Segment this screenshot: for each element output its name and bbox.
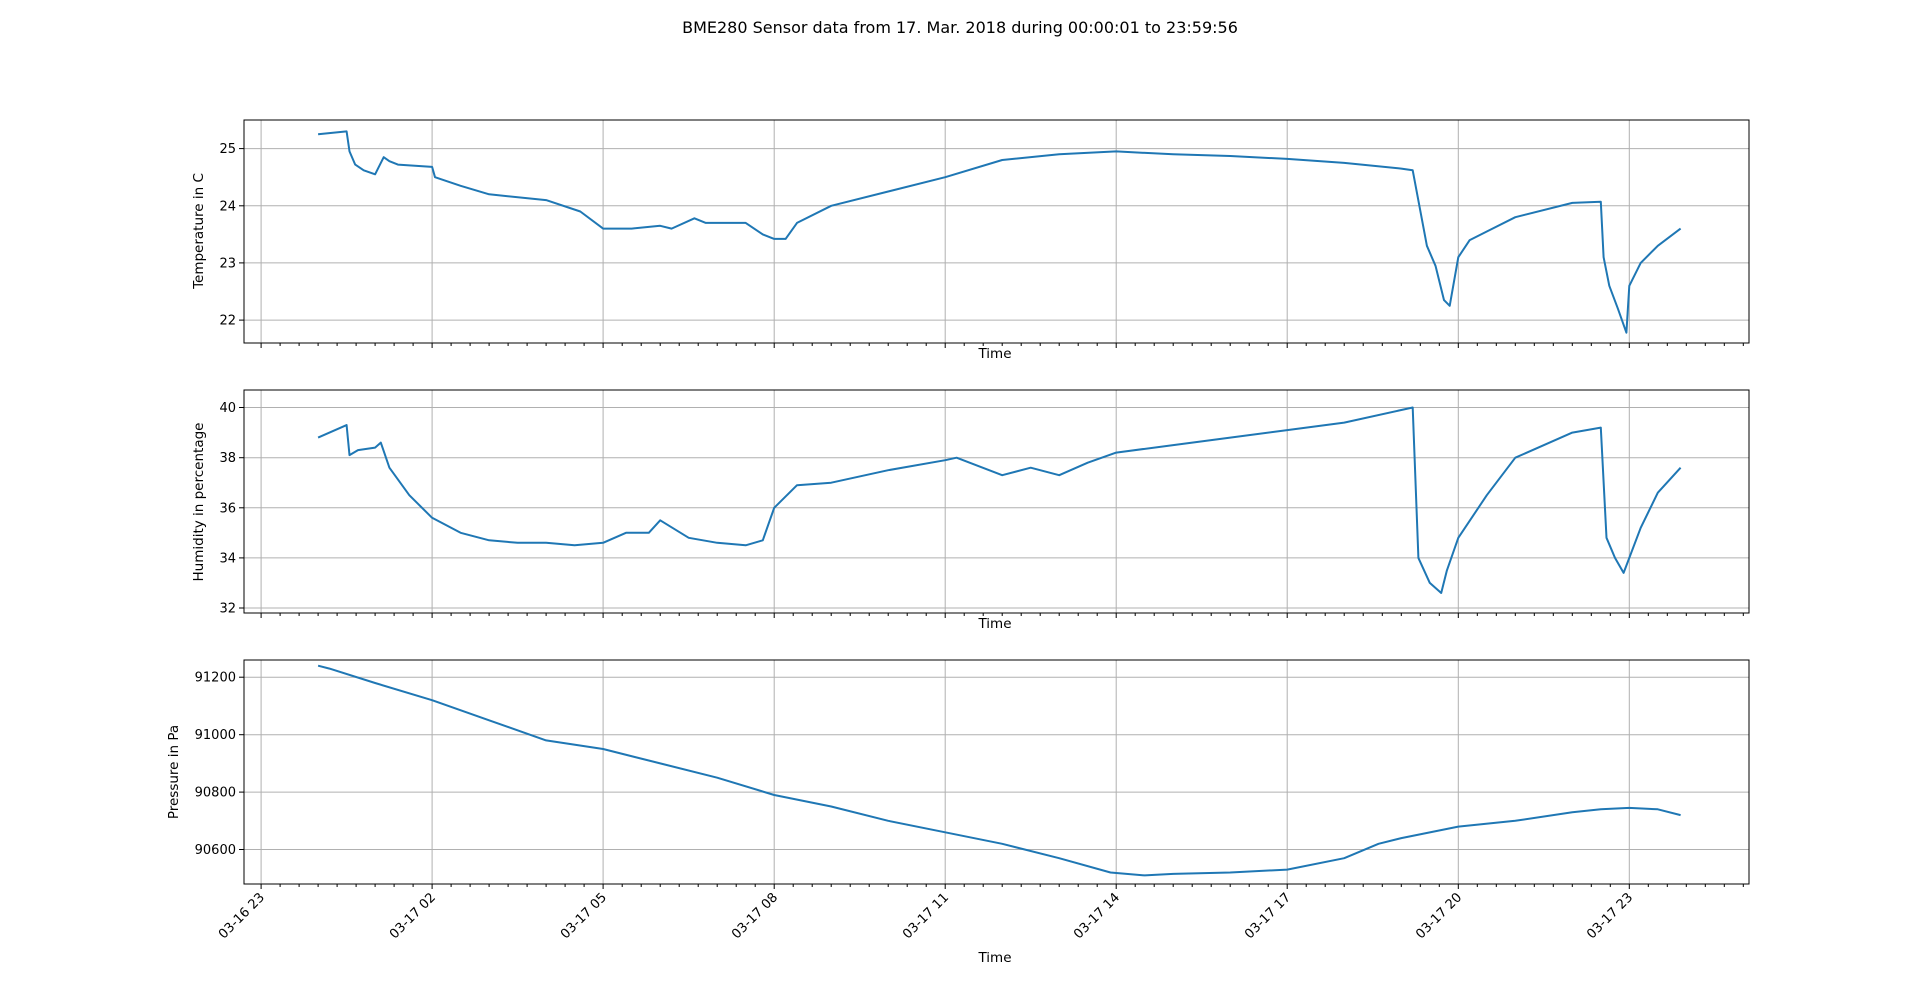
pressure-ylabel: Pressure in Pa (166, 725, 182, 819)
temperature-ytick-label: 25 (219, 142, 236, 157)
humidity-ytick-label: 38 (219, 451, 236, 466)
pressure-series-line (317, 664, 1681, 877)
x-tick-label: 03-17 02 (387, 890, 439, 942)
humidity-panel: Time Humidity in percentage 32 34 36 38 40 (191, 389, 1750, 632)
pressure-grid (244, 660, 1749, 884)
temperature-ylabel: Temperature in C (191, 173, 207, 290)
pressure-axes-frame (243, 659, 1750, 885)
pressure-ytick-label: 91200 (195, 671, 236, 686)
pressure-xlabel: Time (977, 950, 1011, 966)
humidity-axes-frame (243, 389, 1750, 614)
temperature-series-line (317, 130, 1682, 334)
humidity-xlabel: Time (977, 616, 1011, 632)
temperature-ytick-label: 23 (219, 256, 236, 271)
x-tick-label: 03-17 17 (1242, 890, 1294, 942)
humidity-ytick-label: 34 (219, 551, 236, 566)
x-tick-label: 03-17 08 (729, 890, 781, 942)
temperature-ytick-label: 24 (219, 199, 236, 214)
pressure-ytick-label: 90600 (195, 843, 236, 858)
x-tick-label: 03-17 23 (1584, 890, 1636, 942)
humidity-ytick-label: 36 (219, 501, 236, 516)
figure-title: BME280 Sensor data from 17. Mar. 2018 du… (682, 18, 1238, 37)
temperature-grid (244, 120, 1749, 343)
pressure-panel: Time Pressure in Pa 90600 90800 91000 91200… (166, 659, 1750, 966)
x-tick-label: 03-17 20 (1413, 890, 1465, 942)
x-tick-label: 03-17 11 (900, 890, 952, 942)
temperature-axes-frame (243, 119, 1750, 344)
x-tick-label: 03-17 14 (1071, 890, 1123, 942)
temperature-xlabel: Time (977, 346, 1011, 362)
x-tick-label: 03-16 23 (216, 890, 268, 942)
pressure-ytick-label: 91000 (195, 728, 236, 743)
temperature-panel: Time Temperature in C 22 23 24 25 (191, 119, 1750, 362)
humidity-ylabel: Humidity in percentage (191, 423, 207, 582)
temperature-ytick-label: 22 (219, 314, 236, 329)
humidity-grid (244, 390, 1749, 613)
humidity-series-line (317, 406, 1682, 594)
humidity-ytick-label: 40 (219, 401, 236, 416)
humidity-ytick-label: 32 (219, 602, 236, 617)
x-tick-label: 03-17 05 (558, 890, 610, 942)
pressure-ytick-label: 90800 (195, 786, 236, 801)
